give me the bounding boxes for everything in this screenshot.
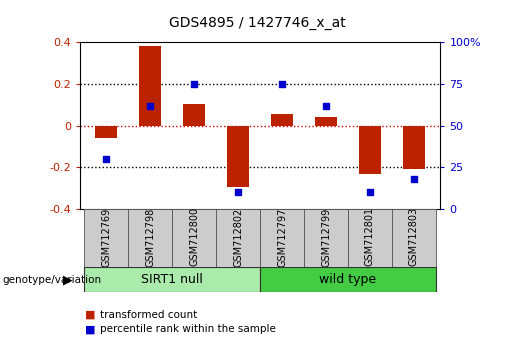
Text: GSM712797: GSM712797 (277, 207, 287, 267)
Text: percentile rank within the sample: percentile rank within the sample (100, 324, 277, 334)
Bar (139, 46, 161, 126)
Text: ■: ■ (85, 310, 95, 320)
Bar (304, 209, 348, 267)
Point (190, 81, 198, 87)
Text: GSM712801: GSM712801 (365, 207, 375, 267)
Point (322, 103, 330, 109)
Bar (84, 209, 128, 267)
Point (278, 81, 286, 87)
Bar (84, 267, 260, 292)
Text: GSM712803: GSM712803 (409, 207, 419, 267)
Text: GSM712800: GSM712800 (189, 207, 199, 267)
Bar (227, 126, 249, 187)
Text: genotype/variation: genotype/variation (3, 275, 101, 285)
Bar (260, 267, 436, 292)
Point (146, 103, 154, 109)
Text: GSM712802: GSM712802 (233, 207, 243, 267)
Bar (348, 209, 392, 267)
Point (234, 189, 242, 195)
Text: ▶: ▶ (62, 273, 72, 286)
Text: GDS4895 / 1427746_x_at: GDS4895 / 1427746_x_at (169, 16, 346, 30)
Bar (403, 126, 425, 169)
Text: GSM712769: GSM712769 (101, 207, 111, 267)
Bar (172, 209, 216, 267)
Bar (183, 104, 205, 126)
Bar (216, 209, 260, 267)
Point (366, 189, 374, 195)
Bar (315, 118, 337, 126)
Text: wild type: wild type (319, 273, 376, 286)
Point (410, 176, 418, 182)
Text: GSM712799: GSM712799 (321, 207, 331, 267)
Text: ■: ■ (85, 324, 95, 334)
Bar (271, 114, 293, 126)
Bar (359, 126, 381, 173)
Bar (128, 209, 172, 267)
Text: GSM712798: GSM712798 (145, 207, 155, 267)
Bar (260, 209, 304, 267)
Text: SIRT1 null: SIRT1 null (141, 273, 203, 286)
Bar (392, 209, 436, 267)
Bar (95, 126, 117, 138)
Point (102, 156, 110, 162)
Text: transformed count: transformed count (100, 310, 198, 320)
